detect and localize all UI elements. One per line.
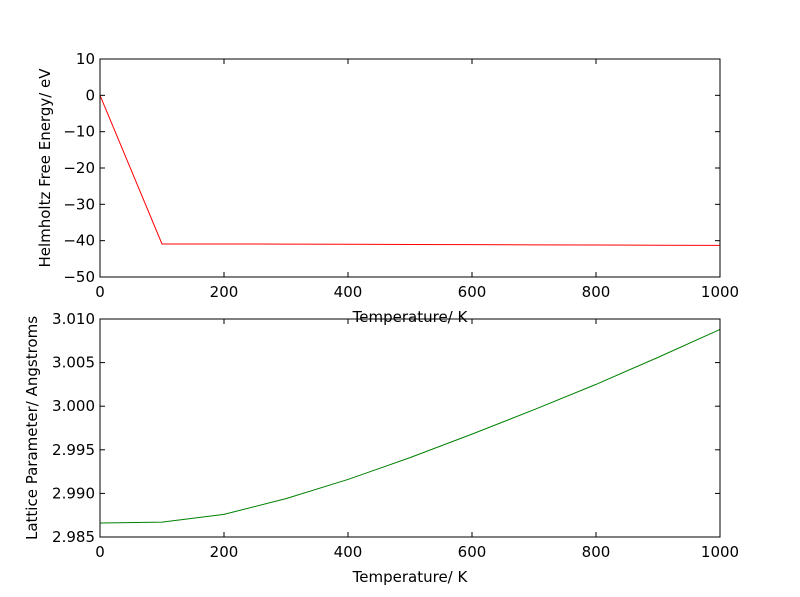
- series-line-1: [99, 329, 721, 524]
- x-axis-label: Temperature/ K: [352, 308, 469, 326]
- x-tick-label: 600: [458, 543, 487, 561]
- x-tick-label: 400: [334, 543, 363, 561]
- x-tick-label: 400: [334, 283, 363, 301]
- y-tick-label: 10: [76, 50, 95, 68]
- x-tick-label: 800: [582, 283, 611, 301]
- y-tick-label: 2.995: [52, 441, 95, 459]
- x-tick-label: 1000: [701, 543, 739, 561]
- y-tick-label: 0: [85, 86, 95, 104]
- x-tick-label: 1000: [701, 283, 739, 301]
- y-tick-label: 3.005: [52, 354, 95, 372]
- y-tick-label: 2.990: [52, 484, 95, 502]
- x-tick-label: 0: [95, 543, 105, 561]
- chart-panel-2: 0 200 400 600 800 1000 3.010 3.005 3.000 2.995 2.9…: [23, 310, 739, 586]
- y-tick-label: −50: [63, 268, 95, 286]
- x-tick-label: 200: [210, 283, 239, 301]
- x-tick-label: 200: [210, 543, 239, 561]
- y-axis-label: Lattice Parameter/ Angstroms: [23, 316, 41, 540]
- plot-frame: [99, 318, 721, 538]
- y-axis-label: Helmholtz Free Energy/ eV: [36, 68, 54, 268]
- chart-panel-1: 0 200 400 600 800 1000 10 0 −10 −20 −30 −40 −50 Tempe…: [36, 50, 739, 326]
- x-tick-label: 800: [582, 543, 611, 561]
- y-tick-label: −40: [63, 232, 95, 250]
- y-tick-label: 2.985: [52, 528, 95, 546]
- x-axis-label: Temperature/ K: [352, 568, 469, 586]
- y-tick-label: −10: [63, 123, 95, 141]
- x-tick-label: 600: [458, 283, 487, 301]
- y-tick-label: −30: [63, 195, 95, 213]
- y-tick-label: 3.010: [52, 310, 95, 328]
- y-tick-label: 3.000: [52, 397, 95, 415]
- series-line-1: [99, 95, 721, 246]
- x-tick-label: 0: [95, 283, 105, 301]
- y-tick-label: −20: [63, 159, 95, 177]
